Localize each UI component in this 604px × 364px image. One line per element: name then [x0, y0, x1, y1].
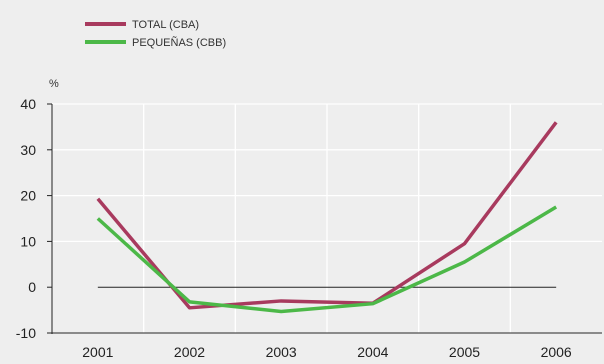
y-tick-label: 30 [20, 142, 36, 158]
series-line-pequenas [96, 205, 558, 314]
x-tick-label: 2005 [449, 344, 480, 360]
x-tick-label: 2006 [541, 344, 572, 360]
legend-label-total: TOTAL (CBA) [132, 19, 199, 31]
legend-label-pequenas: PEQUEÑAS (CBB) [132, 36, 226, 49]
x-tick-label: 2002 [174, 344, 205, 360]
grid [52, 103, 602, 334]
series-group [96, 121, 558, 314]
x-tick-label: 2003 [266, 344, 297, 360]
y-unit-label: % [49, 78, 59, 90]
y-axis: 40 30 20 10 0 -10 [16, 96, 53, 341]
y-tick-label: 40 [20, 96, 36, 112]
y-tick-label: -10 [16, 325, 36, 341]
legend: TOTAL (CBA) PEQUEÑAS (CBB) [85, 19, 226, 49]
y-tick-label: 0 [28, 279, 36, 295]
x-tick-label: 2004 [357, 344, 388, 360]
y-tick-label: 20 [20, 188, 36, 204]
y-tick-label: 10 [20, 233, 36, 249]
x-tick-label: 2001 [82, 344, 113, 360]
